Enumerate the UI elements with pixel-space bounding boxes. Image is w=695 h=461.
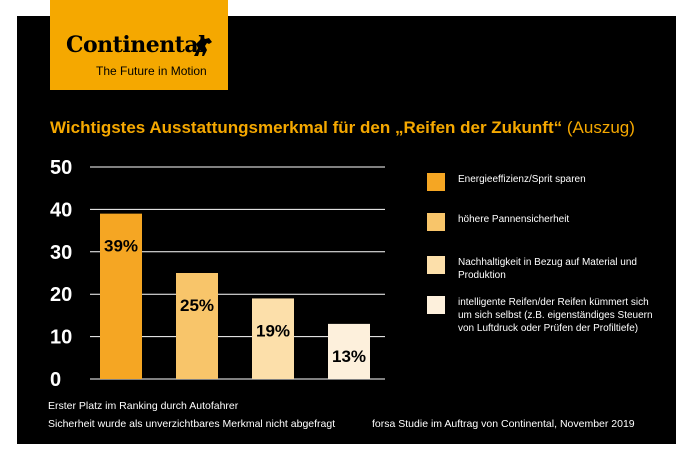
bar	[328, 323, 370, 379]
legend-swatch	[427, 296, 445, 314]
brand-name: Continental	[66, 32, 206, 58]
legend-label: höhere Pannensicherheit	[458, 214, 570, 225]
bar	[100, 213, 142, 379]
y-tick-label: 50	[50, 157, 72, 179]
legend-swatch	[427, 213, 445, 231]
chart-title: Wichtigstes Ausstattungsmerkmal für den …	[50, 118, 635, 138]
y-tick-label: 10	[50, 327, 72, 349]
footer-note-2: Sicherheit wurde als unverzichtbares Mer…	[48, 418, 336, 430]
chart-subtitle: (Auszug)	[566, 118, 635, 137]
y-tick-label: 20	[50, 284, 72, 306]
bar-data-label: 25%	[180, 296, 214, 315]
brand-tagline: The Future in Motion	[96, 64, 207, 78]
footer-note-1: Erster Platz im Ranking durch Autofahrer	[48, 400, 239, 412]
y-tick-label: 40	[50, 199, 72, 221]
bar-data-label: 13%	[332, 347, 366, 366]
legend-swatch	[427, 173, 445, 191]
chart-title-main: Wichtigstes Ausstattungsmerkmal für den …	[50, 118, 563, 137]
footer-source: forsa Studie im Auftrag von Continental,…	[372, 418, 635, 430]
bar-data-label: 39%	[104, 237, 138, 256]
legend-label: intelligente Reifen/der Reifen kümmert s…	[458, 297, 653, 334]
bar-data-label: 19%	[256, 321, 290, 340]
legend-label: Energieeffizienz/Sprit sparen	[458, 174, 586, 185]
legend-swatch	[427, 256, 445, 274]
y-tick-label: 30	[50, 242, 72, 264]
legend-label: Nachhaltigkeit in Bezug auf Material und…	[458, 257, 637, 281]
y-tick-label: 0	[50, 369, 61, 391]
horse-icon	[194, 36, 212, 56]
bar	[252, 298, 294, 379]
bar	[176, 273, 218, 379]
